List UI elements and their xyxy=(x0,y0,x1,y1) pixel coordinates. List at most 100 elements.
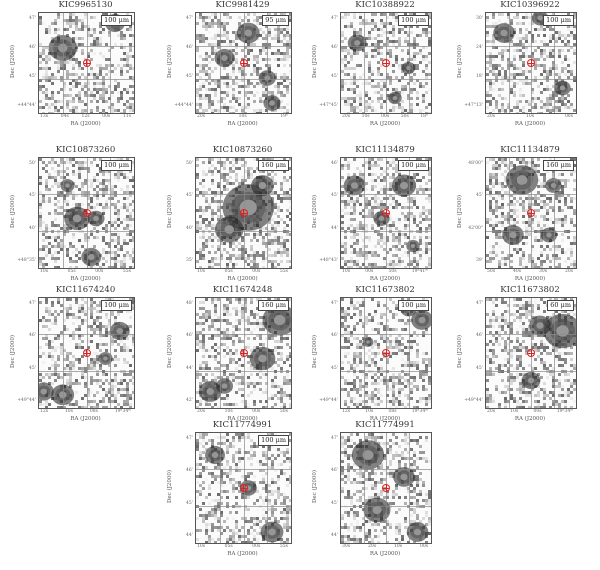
grid-line xyxy=(509,158,510,268)
x-tick-label: 11s xyxy=(123,114,131,119)
x-tick-label: 10s xyxy=(197,269,205,274)
y-tick-label: 46' xyxy=(173,45,193,50)
wavelength-label: 160 μm xyxy=(258,300,289,311)
x-tick-label: 19ʰ34ᵐ xyxy=(115,409,131,414)
grid-line xyxy=(486,79,576,80)
grid-line xyxy=(220,433,221,543)
target-marker xyxy=(527,349,535,357)
image-frame: 100 μm xyxy=(38,297,135,409)
grid-line xyxy=(509,298,510,408)
grid-line xyxy=(110,158,111,268)
x-tick-label: 08s xyxy=(90,409,98,414)
grid-line xyxy=(364,298,365,408)
y-tick-label: 45' xyxy=(463,193,483,198)
target-marker xyxy=(382,349,390,357)
x-tick-label: 10s xyxy=(365,409,373,414)
y-tick-labels: 50'45'40'35' xyxy=(173,161,193,263)
x-tick-label: 05s xyxy=(68,269,76,274)
x-tick-label: 12s xyxy=(40,409,48,414)
wavelength-label: 100 μm xyxy=(101,15,132,26)
grid-line xyxy=(220,298,221,408)
y-axis-label: Dec (J2000) xyxy=(167,45,173,78)
grid-line xyxy=(509,13,510,113)
y-tick-label: 45' xyxy=(173,501,193,506)
y-tick-label: 47' xyxy=(318,301,338,306)
x-axis-label: RA (J2000) xyxy=(195,276,290,282)
grid-line xyxy=(196,231,291,232)
y-axis-label: Dec (J2000) xyxy=(312,45,318,78)
y-tick-labels: 47'46'45'+44°44' xyxy=(173,16,193,108)
y-tick-label: 46' xyxy=(318,161,338,166)
target-marker xyxy=(382,59,390,67)
y-tick-label: 45' xyxy=(173,74,193,79)
grid-line xyxy=(341,334,431,335)
y-tick-labels: 46'45'44'+48°43' xyxy=(318,161,338,263)
y-tick-label: 45' xyxy=(318,366,338,371)
target-marker xyxy=(382,209,390,217)
grid-line xyxy=(63,298,64,408)
y-tick-label: 24' xyxy=(463,45,483,50)
grid-line xyxy=(341,506,431,507)
y-tick-label: 48'00" xyxy=(463,161,483,166)
target-marker xyxy=(83,59,91,67)
wavelength-label: 100 μm xyxy=(101,300,132,311)
y-tick-label: 30' xyxy=(463,16,483,21)
panel-title: KIC11134879 xyxy=(485,145,575,155)
x-tick-label: 08s xyxy=(389,409,397,414)
grid-line xyxy=(196,194,291,195)
x-tick-label: 10s xyxy=(342,269,350,274)
y-tick-label: 46' xyxy=(173,468,193,473)
grid-line xyxy=(364,13,365,113)
x-tick-label: 40s xyxy=(513,269,521,274)
y-tick-label: +48°43' xyxy=(318,258,338,263)
x-axis-label: RA (J2000) xyxy=(38,276,133,282)
grid-line xyxy=(267,298,268,408)
grid-line xyxy=(39,79,134,80)
grid-line xyxy=(486,194,576,195)
x-tick-label: 20s xyxy=(565,269,573,274)
y-axis-label: Dec (J2000) xyxy=(457,45,463,78)
x-tick-label: 00s xyxy=(95,269,103,274)
grid-line xyxy=(220,158,221,268)
image-frame: 160 μm xyxy=(195,157,292,269)
y-tick-label: 46' xyxy=(318,468,338,473)
y-tick-label: 46' xyxy=(318,333,338,338)
image-frame: 95 μm xyxy=(195,12,292,114)
x-tick-label: 19ʰ34ᵐ xyxy=(412,409,428,414)
y-axis-label: Dec (J2000) xyxy=(10,195,16,228)
y-tick-label: 47' xyxy=(463,301,483,306)
wavelength-label: 60 μm xyxy=(547,300,574,311)
grid-line xyxy=(196,506,291,507)
grid-line xyxy=(341,231,431,232)
y-tick-label: 44' xyxy=(318,226,338,231)
x-tick-label: 20s xyxy=(197,114,205,119)
x-tick-label: 10s xyxy=(526,114,534,119)
grid-line xyxy=(486,46,576,47)
y-axis-label: Dec (J2000) xyxy=(312,335,318,368)
x-tick-label: 50s xyxy=(389,269,397,274)
wavelength-label: 100 μm xyxy=(543,15,574,26)
y-tick-labels: 48'00"45'42'00"39' xyxy=(463,161,483,263)
image-frame: 100 μm xyxy=(38,12,135,114)
x-tick-label: 19ʰ41ᵐ xyxy=(412,269,428,274)
x-tick-label: 00s xyxy=(252,269,260,274)
y-tick-label: 46' xyxy=(173,333,193,338)
grid-line xyxy=(39,231,134,232)
x-tick-label: 20s xyxy=(487,409,495,414)
y-tick-label: 47' xyxy=(16,301,36,306)
panel-title: KIC11134879 xyxy=(340,145,430,155)
y-tick-label: 40' xyxy=(16,226,36,231)
y-tick-label: 45' xyxy=(173,193,193,198)
y-tick-label: 45' xyxy=(318,74,338,79)
grid-line xyxy=(486,371,576,372)
target-marker xyxy=(240,484,248,492)
